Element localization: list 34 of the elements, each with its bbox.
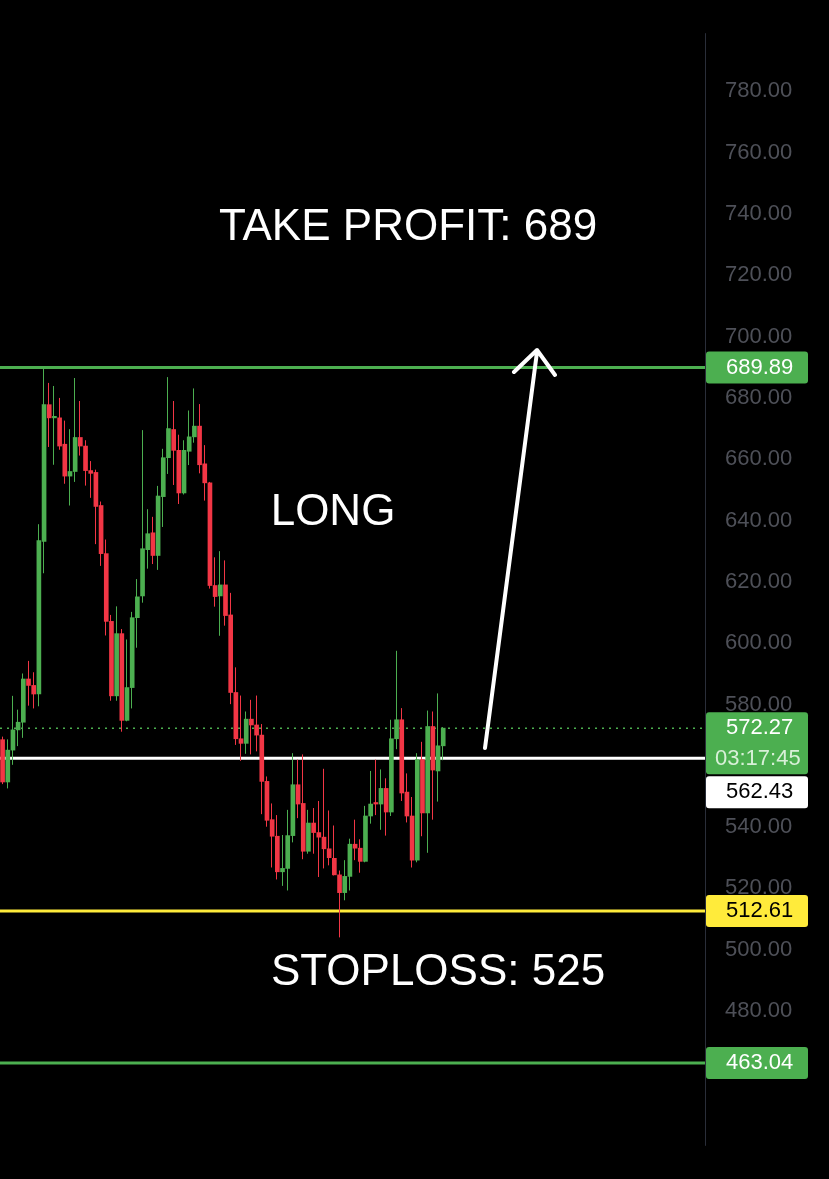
y-tick-label: 660.00 [725, 445, 793, 471]
ref-line-label: 572.27 [726, 714, 794, 740]
candlestick [373, 759, 379, 816]
ref-line-label: 562.43 [726, 778, 794, 804]
y-tick-label: 500.00 [725, 935, 793, 961]
y-tick-label: 640.00 [725, 506, 793, 532]
y-tick-label: 600.00 [725, 629, 793, 655]
candlestick [368, 770, 373, 825]
y-tick-label: 520.00 [725, 874, 793, 900]
annotation: STOPLOSS: 525 [270, 945, 606, 995]
candlestick [46, 382, 52, 448]
candlestick [52, 385, 57, 466]
annotation: TAKE PROFIT: 689 [218, 200, 598, 250]
y-tick-label: 580.00 [725, 690, 793, 716]
candlestick [249, 699, 254, 755]
candlestick [254, 695, 259, 752]
y-tick-label: 720.00 [725, 261, 793, 287]
candlestick [357, 838, 363, 874]
y-tick-label: 620.00 [725, 567, 793, 593]
y-tick-label: 760.00 [725, 138, 793, 164]
y-tick-label: 540.00 [725, 813, 793, 839]
text: 03:17:45 [715, 745, 801, 771]
candlestick [326, 809, 332, 866]
candlestick [78, 400, 83, 457]
y-tick-label: 780.00 [725, 77, 793, 103]
y-tick-label: 700.00 [725, 322, 793, 348]
candlestick [337, 870, 342, 938]
annotation: LONG [270, 485, 396, 535]
y-tick-label: 740.00 [725, 200, 793, 226]
y-tick-label: 480.00 [725, 997, 793, 1022]
ref-line-label: 512.61 [726, 897, 794, 923]
ref-line-label: 689.89 [726, 353, 794, 379]
y-tick-label: 680.00 [725, 384, 793, 409]
ref-line-label: 463.04 [726, 1048, 794, 1074]
